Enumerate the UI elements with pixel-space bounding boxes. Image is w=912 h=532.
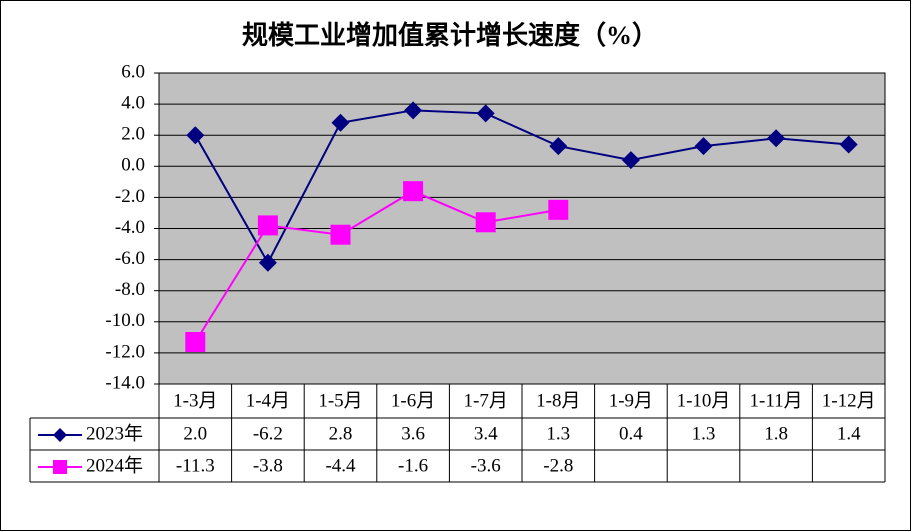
data-label: -6.2 [253, 423, 283, 444]
data-point [404, 101, 423, 120]
data-label: 0.4 [619, 423, 643, 444]
y-tick-label: -2.0 [115, 186, 145, 207]
data-point [767, 129, 786, 148]
legend-label: 2024年 [86, 454, 143, 476]
series-line [194, 109, 849, 265]
data-point [548, 199, 569, 220]
data-label: 3.4 [474, 423, 498, 444]
x-tick-label: 1-5月 [318, 390, 362, 411]
y-tick-label: 2.0 [121, 124, 145, 145]
x-tick-label: 1-11月 [750, 390, 803, 411]
y-tick-label: -12.0 [105, 341, 145, 362]
x-tick-label: 1-9月 [609, 390, 653, 411]
data-label: 1.8 [764, 423, 788, 444]
x-tick-label: 1-8月 [536, 390, 580, 411]
data-label: 2.0 [183, 423, 207, 444]
chart-title: 规模工业增加值累计增长速度（%） [242, 20, 658, 50]
data-point [694, 137, 713, 156]
data-point [839, 135, 858, 154]
data-label: -2.8 [543, 455, 573, 476]
x-tick-label: 1-3月 [173, 390, 217, 411]
data-label: 2.8 [329, 423, 353, 444]
y-tick-label: 6.0 [121, 61, 145, 82]
x-tick-label: 1-10月 [677, 390, 731, 411]
data-point [331, 113, 350, 132]
data-label: 1.4 [837, 423, 861, 444]
y-tick-label: 0.0 [121, 155, 145, 176]
data-label: -3.6 [471, 455, 501, 476]
y-tick-label: 4.0 [121, 92, 145, 113]
data-point [185, 332, 206, 353]
data-point [549, 137, 568, 156]
data-label: 1.3 [692, 423, 716, 444]
x-tick-label: 1-12月 [822, 390, 876, 411]
x-tick-label: 1-4月 [246, 390, 290, 411]
y-tick-label: -14.0 [105, 372, 145, 393]
data-label: -3.8 [253, 455, 283, 476]
y-tick-label: -6.0 [115, 248, 145, 269]
data-label: -1.6 [398, 455, 428, 476]
y-tick-label: -4.0 [115, 217, 145, 238]
data-point [403, 181, 424, 202]
data-label: 3.6 [401, 423, 425, 444]
data-point [621, 151, 640, 170]
series-line [194, 190, 559, 343]
data-label: -11.3 [176, 455, 215, 476]
data-point [475, 212, 496, 233]
y-tick-label: -10.0 [105, 310, 145, 331]
data-point [330, 224, 351, 245]
legend-marker [53, 428, 67, 442]
x-tick-label: 1-6月 [391, 390, 435, 411]
data-point [257, 215, 278, 236]
legend-marker [53, 460, 67, 474]
data-label: -4.4 [325, 455, 356, 476]
data-label: 1.3 [546, 423, 570, 444]
data-point [258, 253, 277, 272]
data-point [476, 104, 495, 123]
legend-label: 2023年 [86, 422, 143, 444]
y-tick-label: -8.0 [115, 279, 145, 300]
x-tick-label: 1-7月 [464, 390, 508, 411]
data-point [186, 126, 205, 145]
